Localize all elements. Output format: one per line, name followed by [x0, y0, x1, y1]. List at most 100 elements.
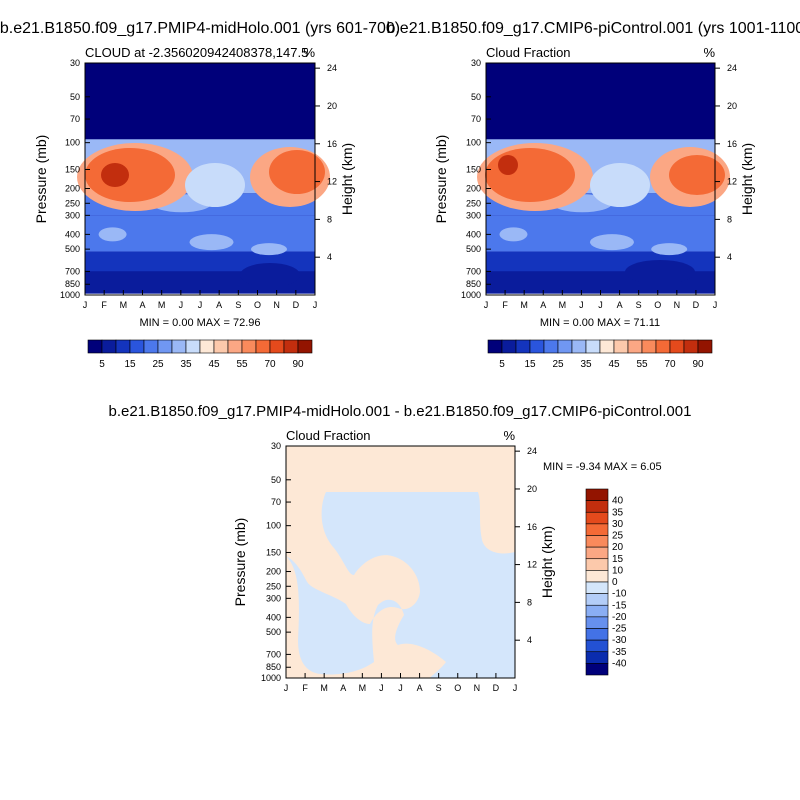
colorbar-label: 25	[152, 359, 164, 370]
y-tick-label: 70	[271, 497, 281, 507]
panel-2-blob-left-mid	[485, 148, 575, 202]
panel-2-stats: MIN = 0.00 MAX = 71.11	[540, 317, 660, 329]
panel-2-title: b.e21.B1850.f09_g17.CMIP6-piControl.001 …	[386, 20, 800, 37]
colorbar-label: 45	[608, 359, 620, 370]
x-tick-label: J	[198, 300, 203, 310]
colorbar-label: 90	[692, 359, 704, 370]
y-tick-right-label: 4	[527, 635, 532, 645]
x-tick-label: S	[636, 300, 642, 310]
x-tick-label: J	[713, 300, 718, 310]
y-tick-label: 150	[65, 164, 80, 174]
colorbar-swatch	[115, 339, 131, 354]
colorbar-swatch	[585, 558, 609, 571]
y-tick-label: 50	[70, 92, 80, 102]
panel-2-ylabel: Pressure (mb)	[433, 135, 449, 224]
x-tick-label: F	[302, 683, 308, 693]
y-tick-label: 300	[266, 593, 281, 603]
colorbar-swatch	[227, 339, 243, 354]
y-tick-right-label: 12	[527, 560, 537, 570]
colorbar-swatch	[87, 339, 103, 354]
colorbar-swatch	[627, 339, 643, 354]
x-tick-label: O	[254, 300, 261, 310]
y-tick-label: 30	[271, 441, 281, 451]
colorbar-swatch	[585, 570, 609, 583]
y-tick-right-label: 8	[527, 597, 532, 607]
x-tick-label: A	[540, 300, 546, 310]
y-tick-label: 500	[65, 244, 80, 254]
y-tick-label: 400	[65, 229, 80, 239]
y-tick-label: 1000	[60, 290, 80, 300]
panel-3-right-subtitle: %	[503, 428, 515, 443]
panel-1-blob-left-mid	[85, 148, 175, 202]
y-tick-right-label: 16	[527, 522, 537, 532]
colorbar-label: 15	[124, 359, 136, 370]
panel-2-plot	[477, 62, 730, 296]
panel-2-right-subtitle: %	[703, 45, 715, 60]
colorbar-swatch	[283, 339, 299, 354]
x-tick-label: J	[379, 683, 384, 693]
panel-1-stats: MIN = 0.00 MAX = 72.96	[139, 317, 260, 329]
colorbar-label: 25	[612, 531, 624, 542]
colorbar-swatch	[585, 488, 609, 501]
y-tick-label: 1000	[261, 673, 281, 683]
y-tick-label: 500	[466, 244, 481, 254]
y-tick-label: 850	[65, 279, 80, 289]
contour-patch	[589, 234, 634, 251]
panel-1-ylabel: Pressure (mb)	[33, 135, 49, 224]
panel-3-title: b.e21.B1850.f09_g17.PMIP4-midHolo.001 - …	[109, 403, 692, 420]
colorbar-label: -25	[612, 624, 627, 635]
colorbar-swatch	[101, 339, 117, 354]
x-tick-label: D	[693, 300, 700, 310]
panel-1-low-cloud-dark	[240, 263, 300, 287]
y-tick-label: 100	[65, 138, 80, 148]
colorbar-label: 40	[612, 496, 624, 507]
y-tick-label: 200	[65, 184, 80, 194]
panel-1-left-subtitle: CLOUD at -2.356020942408378,147.5	[85, 45, 308, 60]
colorbar-swatch	[585, 523, 609, 536]
colorbar-label: 5	[499, 359, 505, 370]
colorbar-swatch	[199, 339, 215, 354]
y-tick-label: 50	[271, 475, 281, 485]
colorbar-label: 30	[612, 519, 624, 530]
y-tick-label: 200	[266, 567, 281, 577]
x-tick-label: N	[474, 683, 481, 693]
y-tick-label: 30	[471, 58, 481, 68]
y-tick-label: 100	[466, 138, 481, 148]
x-tick-label: S	[436, 683, 442, 693]
colorbar-swatch	[585, 604, 609, 618]
contour-band	[486, 63, 715, 115]
colorbar-swatch	[641, 339, 657, 354]
x-tick-label: D	[293, 300, 300, 310]
x-tick-label: O	[654, 300, 661, 310]
colorbar-label: 10	[612, 565, 624, 576]
y-tick-right-label: 4	[327, 252, 332, 262]
colorbar-swatch	[585, 639, 609, 653]
y-tick-label: 850	[266, 662, 281, 672]
colorbar-swatch	[129, 339, 145, 354]
x-tick-label: J	[83, 300, 88, 310]
x-tick-label: A	[216, 300, 222, 310]
x-tick-label: M	[520, 300, 528, 310]
y-tick-label: 300	[466, 210, 481, 220]
colorbar-label: -30	[612, 635, 627, 646]
panel-1-ylabel-right: Height (km)	[339, 143, 355, 215]
colorbar-label: 35	[612, 507, 624, 518]
colorbar-swatch	[585, 339, 601, 354]
panel-3-plot	[285, 445, 516, 679]
colorbar-swatch	[185, 339, 201, 354]
contour-patch	[251, 243, 287, 256]
colorbar-swatch	[585, 500, 609, 513]
colorbar-swatch	[599, 339, 615, 354]
colorbar-label: -20	[612, 612, 627, 623]
x-tick-label: A	[617, 300, 623, 310]
y-tick-label: 300	[65, 210, 80, 220]
colorbar-swatch	[557, 339, 573, 354]
colorbar-label: -35	[612, 647, 627, 658]
colorbar-swatch	[297, 339, 313, 354]
colorbar-swatch	[585, 616, 609, 629]
x-tick-label: O	[454, 683, 461, 693]
colorbar-label: -10	[612, 589, 627, 600]
colorbar-swatch	[585, 651, 609, 664]
y-tick-right-label: 24	[727, 63, 737, 73]
panel-2: b.e21.B1850.f09_g17.CMIP6-piControl.001 …	[386, 20, 800, 370]
